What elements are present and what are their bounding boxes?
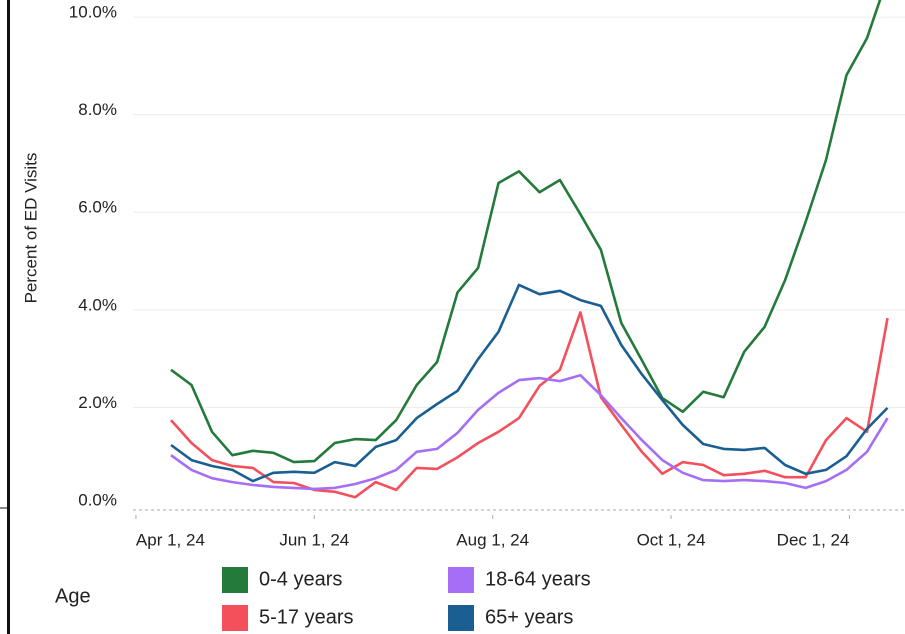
y-axis-label: Percent of ED Visits (21, 153, 40, 304)
legend-label: 0-4 years (259, 568, 342, 590)
legend-swatch (448, 567, 474, 593)
left-border (7, 0, 10, 634)
x-tick-label: Apr 1, 24 (136, 530, 205, 549)
legend-label: 65+ years (485, 606, 573, 628)
x-tick-label: Jun 1, 24 (279, 530, 349, 549)
legend-title: Age (55, 585, 91, 607)
series-line (170, 373, 889, 491)
x-tick-label: Dec 1, 24 (777, 530, 850, 549)
legend-label: 18-64 years (485, 568, 591, 590)
series-line (170, 311, 889, 499)
y-tick-label: 8.0% (78, 100, 117, 119)
y-tick-label: 2.0% (78, 393, 117, 412)
series-line (170, 0, 882, 464)
y-tick-label: 6.0% (78, 198, 117, 217)
legend-swatch (222, 605, 248, 631)
legend-swatch (222, 567, 248, 593)
legend-swatch (448, 605, 474, 631)
legend-label: 5-17 years (259, 606, 354, 628)
y-tick-label: 4.0% (78, 295, 117, 314)
y-tick-label: 10.0% (69, 3, 117, 22)
series-line (170, 283, 889, 483)
x-tick-label: Aug 1, 24 (456, 530, 529, 549)
y-tick-label: 0.0% (78, 490, 117, 509)
x-tick-label: Oct 1, 24 (637, 530, 706, 549)
plot-lines (170, 0, 889, 499)
